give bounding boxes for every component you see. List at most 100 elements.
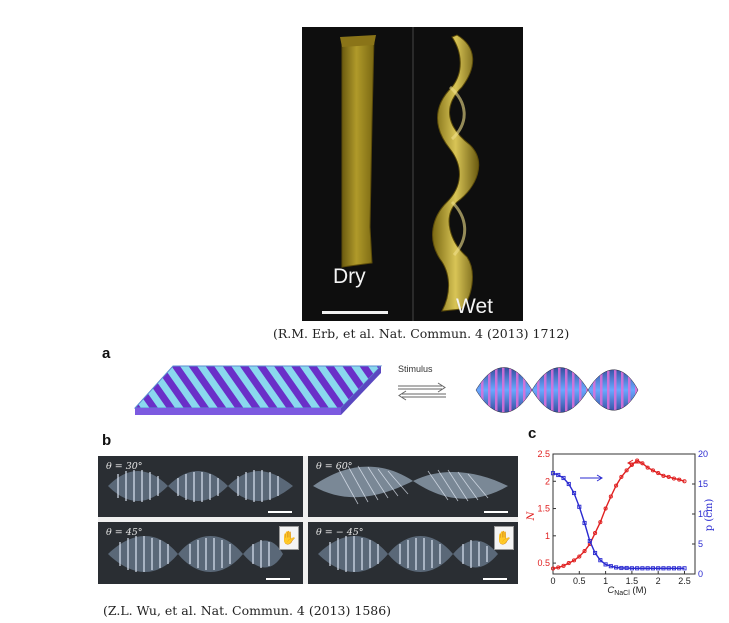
N-data-point [682,479,687,484]
p-data-point [587,538,592,544]
N-data-point [608,494,613,499]
N-data-point [598,520,603,525]
p-data-point [666,566,671,571]
y-right-tick-label: 20 [698,449,708,459]
x-axis-label: CNaCl (M) [607,585,646,597]
photo-theta-45: θ = 45° ✋ [98,522,303,584]
p-data-point [671,566,677,571]
hand-icon: ✋ [494,526,514,550]
p-data-point [593,550,598,556]
N-data-point [635,458,640,463]
p-data-point [624,565,629,571]
N-data-point [661,473,666,478]
helix-30 [108,470,293,513]
y-right-tick-label: 10 [698,509,708,519]
N-data-point [571,558,577,563]
N-data-point [624,468,629,473]
panel-a-letter: a [102,345,111,362]
photo-theta-60: θ = 60° [308,456,518,517]
x-tick-label: 2.5 [678,576,691,586]
citation-wu: (Z.L. Wu, et al. Nat. Commun. 4 (2013) 1… [103,603,392,618]
wet-label: Wet [456,295,493,318]
p-data-point [640,566,645,571]
x-tick-label: 1.5 [626,576,639,586]
N-data-point [650,468,655,473]
p-data-point [614,565,619,570]
helix-45 [108,536,290,580]
panel-c-letter: c [528,425,537,442]
y-left-tick-label: 1 [545,531,550,541]
theta-neg45-label: θ = − 45° [316,527,364,538]
y-right-tick-label: 5 [698,539,703,549]
theta-30-label: θ = 30° [106,461,143,472]
dry-label: Dry [333,265,366,288]
p-data-point [650,566,655,571]
p-data-point [556,472,561,478]
citation-erb: (R.M. Erb, et al. Nat. Commun. 4 (2013) … [273,326,570,341]
p-data-point [656,566,661,571]
p-data-point [635,566,640,571]
x-tick-label: 0 [550,576,555,586]
photo-theta-30: θ = 30° [98,456,303,517]
p-data-point [661,566,666,571]
p-data-point [571,490,577,496]
N-data-point [614,483,619,488]
N-data-point [671,476,677,481]
N-data-point [656,471,661,476]
p-data-point [682,566,687,571]
x-axis-label-unit: (M) [630,585,647,596]
y-left-tick-label: 2.5 [537,449,550,459]
y-axis-right-label: p (cm) [704,499,715,532]
dry-wet-photo [302,27,523,321]
theta-60-label: θ = 60° [316,461,353,472]
x-axis-label-sub: NaCl [614,590,630,597]
p-data-point [577,504,582,509]
p-data-point [677,566,682,571]
p-data-point [582,520,587,526]
y-right-tick-label: 15 [698,479,708,489]
N-data-point [603,506,608,511]
p-data-point [561,475,566,481]
stimulus-label: Stimulus [398,364,433,374]
y-left-tick-label: 0.5 [537,558,550,568]
p-data-point [619,565,624,571]
series-line-N [552,459,685,570]
theta-45-label: θ = 45° [106,527,143,538]
p-data-point [598,558,603,563]
N-data-point [666,474,671,479]
p-data-point [566,481,571,487]
photo-grid-b: θ = 30° θ = 60° θ = 45° ✋ [98,456,518,584]
p-data-point [608,564,613,569]
N-data-point [677,477,682,482]
p-data-point [645,566,650,571]
reversible-arrows [398,382,446,401]
dry-wet-photo-art [302,27,523,321]
N-data-point [593,531,598,536]
photo-theta-neg45: θ = − 45° ✋ [308,522,518,584]
p-data-point [629,566,634,571]
y-left-tick-label: 1.5 [537,504,550,514]
x-axis-label-main: C [607,585,614,596]
x-tick-label: 0.5 [573,576,586,586]
N-data-point [561,563,566,568]
flat-striped-sheet [133,365,383,415]
series-line-p [552,472,685,570]
twisted-helix-ribbon [475,367,639,413]
helix-60 [313,465,508,513]
N-data-point [619,474,624,479]
y-right-tick-label: 0 [698,569,703,579]
N-data-point [566,561,571,566]
helix-neg45 [318,536,507,580]
p-data-point [603,562,608,567]
N-data-point [577,554,582,559]
N-data-point [556,565,561,570]
N-data-point [582,549,587,554]
plot-frame [552,453,696,575]
hand-icon: ✋ [279,526,299,550]
y-axis-left-label: N [526,510,537,521]
N-data-point [550,566,556,571]
y-left-tick-label: 2 [545,476,550,486]
x-tick-label: 2 [656,576,661,586]
panel-b-letter: b [102,432,112,449]
